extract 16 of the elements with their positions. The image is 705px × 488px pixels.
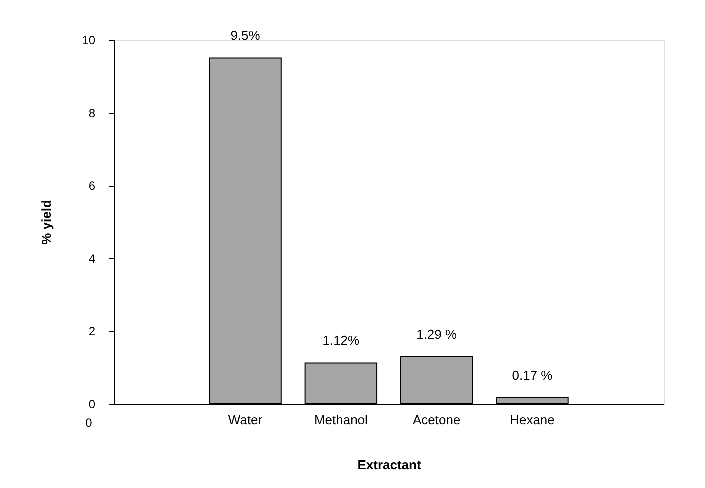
y-tick-label: 4	[88, 252, 96, 266]
x-tick-label: Hexane	[510, 412, 555, 428]
y-tick-label: 8	[88, 106, 96, 120]
x-axis-title: Extractant	[358, 458, 422, 472]
y-tick-label: 6	[88, 179, 96, 194]
data-label: 1.29 %	[416, 327, 458, 342]
x-tick-label: Acetone	[412, 412, 461, 428]
x-tick-label: Water	[228, 412, 264, 428]
y-axis-title: % yield	[39, 200, 54, 245]
data-label: 9.5%	[230, 28, 261, 44]
data-label: 0.17 %	[512, 368, 554, 383]
x-tick-label: Methanol	[314, 412, 368, 428]
data-label: 1.12%	[322, 333, 360, 348]
y-tick-label: 2	[88, 324, 96, 339]
y-tick-label: 10	[82, 34, 96, 48]
y-tick-label: 0	[88, 398, 96, 412]
